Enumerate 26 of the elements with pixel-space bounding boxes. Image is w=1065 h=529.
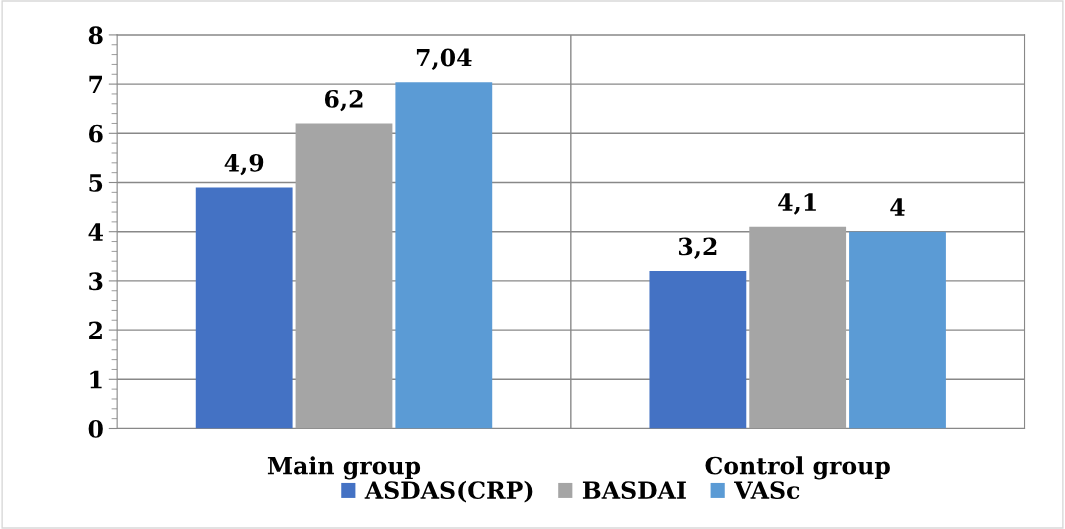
bar	[295, 123, 393, 429]
y-tick-label: 7	[89, 75, 102, 94]
data-label: 4,1	[778, 193, 816, 215]
x-tick-label: Control group	[705, 456, 890, 480]
x-tick-label: Main group	[267, 456, 421, 480]
bar	[849, 231, 946, 429]
y-tick-label: 0	[88, 419, 103, 438]
bar	[195, 187, 293, 429]
data-label: 4,9	[224, 153, 264, 176]
legend-label: VASc	[734, 481, 800, 500]
y-tick-label: 6	[89, 124, 103, 143]
y-tick-label: 2	[89, 321, 102, 340]
y-tick-label: 8	[88, 26, 103, 45]
legend-label: BASDAI	[582, 481, 686, 500]
bar	[649, 271, 747, 429]
y-tick-label: 5	[89, 174, 103, 192]
bar	[395, 82, 493, 429]
data-label: 4	[890, 198, 905, 216]
y-tick-label: 1	[90, 370, 102, 389]
y-tick-label: 4	[88, 223, 103, 241]
data-label: 6,2	[324, 89, 363, 112]
data-label: 3,2	[678, 237, 717, 259]
data-label: 7,04	[416, 48, 472, 71]
bar	[749, 226, 847, 429]
legend-label: ASDAS(CRP)	[364, 480, 533, 503]
y-tick-label: 3	[89, 272, 103, 291]
